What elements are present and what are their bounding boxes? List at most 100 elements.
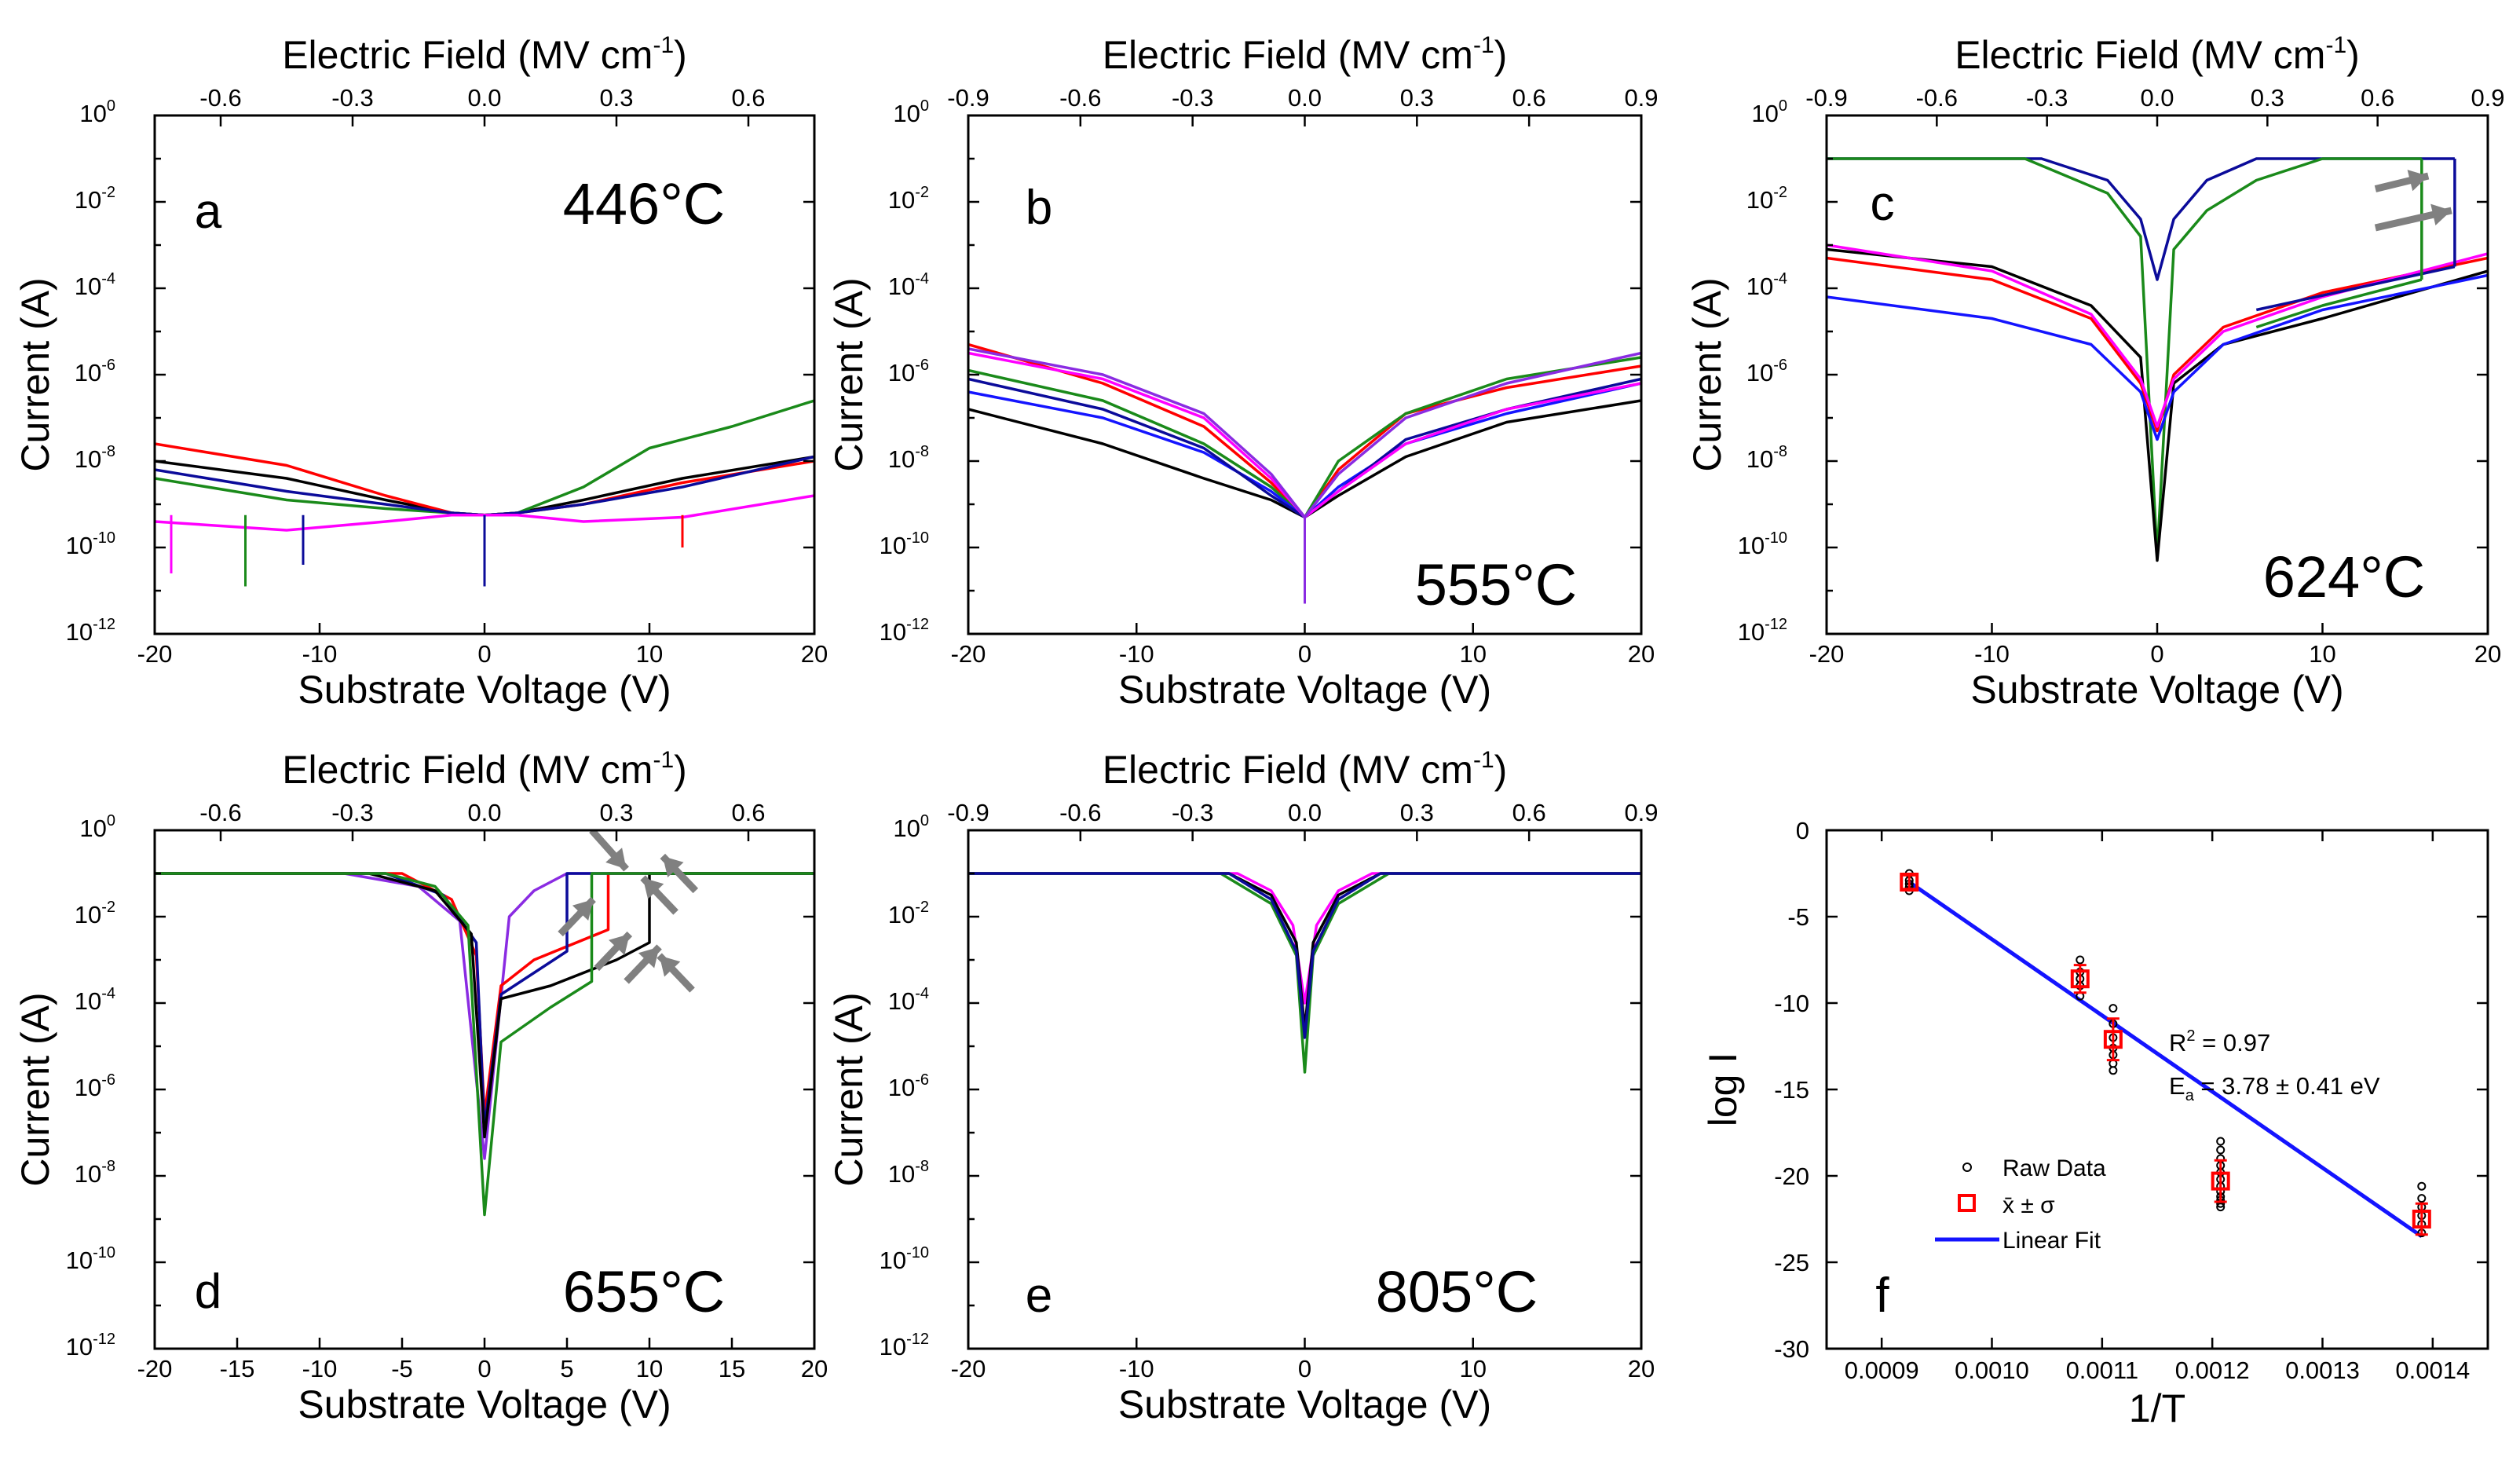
arrow-head [642,877,664,899]
temperature-label: 805°C [1376,1259,1538,1324]
text-span: Electric Field (MV cm [1955,33,2325,77]
text-span: Electric Field (MV cm [282,748,653,792]
y-tick-label: 100 [893,812,929,842]
text-span: -6 [101,1071,115,1089]
x-tick-label: 10 [2309,640,2335,668]
text-span: 10 [893,100,920,127]
series-line-red [968,342,1641,519]
text-span: 0 [107,97,115,115]
x-axis-title: 1/T [2129,1386,2185,1430]
y-tick-label: 10-4 [75,985,115,1015]
text-span: -4 [101,985,115,1002]
top-x-tick-label: 0.6 [731,84,765,112]
top-x-tick-label: -0.9 [947,799,989,826]
x-tick-label: -10 [302,1355,338,1382]
top-x-tick-label: -0.6 [1059,84,1101,112]
x-tick-label: -20 [137,1355,173,1382]
x-tick-label: 0 [1298,1355,1311,1382]
series-line-navy [155,455,814,517]
text-span: -1 [1473,32,1494,58]
text-span: 10 [888,901,915,928]
x-axis-title: Substrate Voltage (V) [1118,668,1491,712]
legend-mean-marker [1958,1194,1976,1212]
text-span: 10 [1746,445,1773,473]
series-line-violet [155,872,814,1160]
chart-panel-b: -20 -10 0 10 20-0.9 -0.6 -0.3 0.0 0.3 0.6 0.910010… [827,32,1659,712]
series-line-green [155,399,814,517]
x-tick-label: -20 [1809,640,1845,668]
text-span: 0 [107,812,115,829]
text-span: -10 [906,1244,929,1261]
x-tick-label: 0.0013 [2285,1357,2360,1384]
text-span: 10 [75,186,101,214]
arrow-head [572,899,594,921]
top-x-tick-label: 0.0 [467,84,501,112]
text-span: 10 [1746,273,1773,300]
x-tick-label: 20 [2474,640,2501,668]
legend-raw-label: Raw Data [2002,1155,2106,1181]
text-span: -12 [906,1331,929,1348]
raw-data-point [2109,1004,2118,1013]
arrow-head [662,856,684,878]
x-tick-label: 10 [1460,640,1487,668]
y-tick-label: 10-6 [75,1071,115,1101]
x-axis-title: Substrate Voltage (V) [1118,1382,1491,1426]
y-tick-label: 10-2 [75,899,115,928]
top-axis-title: Electric Field (MV cm-1) [1955,32,2360,77]
plot-area [968,342,1641,604]
top-x-tick-label: 0.6 [1512,799,1546,826]
legend-fit-label: Linear Fit [2002,1228,2101,1254]
text-span: 10 [888,1074,915,1101]
top-x-tick-label: 0.6 [1512,84,1546,112]
top-x-tick-label: -0.3 [1172,84,1213,112]
text-span: 10 [880,532,906,559]
plot-area [1827,157,2488,562]
top-x-tick-label: -0.6 [1059,799,1101,826]
text-span: ) [1494,33,1508,77]
y-tick-label: 10-8 [75,443,115,473]
text-span: -1 [653,747,674,773]
x-tick-label: 0.0012 [2175,1357,2250,1384]
series-line-black [155,872,814,1139]
text-span: -1 [653,32,674,58]
text-span: 10 [75,273,101,300]
text-span: 10 [1738,618,1765,646]
text-span: 10 [880,618,906,646]
chart-panel-a: -20 -10 0 10 20-0.6 -0.3 0.0 0.3 0.610010-210-41… [13,32,828,712]
text-span: = 3.78 ± 0.41 eV [2194,1072,2380,1100]
top-axis-title: Electric Field (MV cm-1) [282,747,687,792]
top-x-tick-label: 0.3 [1400,84,1434,112]
text-span: 2 [2186,1027,2195,1045]
text-span: 10 [66,532,93,559]
y-tick-label: 100 [893,97,929,127]
top-x-tick-label: -0.3 [2026,84,2068,112]
x-tick-label: 0.0011 [2066,1357,2139,1384]
text-span: 10 [1738,532,1765,559]
text-span: 10 [1751,100,1778,127]
text-span: ) [2346,33,2360,77]
y-tick-label: 10-10 [66,529,115,559]
x-tick-label: 15 [719,1355,745,1382]
text-span: -8 [915,443,929,460]
chart-panel-d: -20 -15 -10 -5 0 5 10 15 20-0.6 -0.3 0.0 0.3 0.61001… [13,747,828,1426]
top-x-tick-label: 0.0 [2140,84,2174,112]
mean-marker [2070,969,2090,989]
arrow-head [659,955,681,977]
text-span: -4 [915,270,929,287]
x-tick-label: 0 [477,640,491,668]
raw-data-point [2216,1203,2226,1212]
x-tick-label: -10 [1119,640,1154,668]
x-axis-title: Substrate Voltage (V) [1970,668,2343,712]
x-tick-label: 0 [2150,640,2163,668]
y-tick-label: 10-8 [75,1158,115,1188]
y-tick-label: 10-8 [888,443,929,473]
x-tick-label: 20 [1628,1355,1655,1382]
text-span: -6 [915,357,929,374]
panel-label: f [1875,1269,1889,1323]
y-tick-label: 10-6 [75,357,115,386]
text-span: -10 [93,1244,115,1261]
arrow-head [605,848,627,870]
y-tick-label: 10-8 [888,1158,929,1188]
x-tick-label: 5 [560,1355,573,1382]
text-span: 10 [880,1247,906,1274]
